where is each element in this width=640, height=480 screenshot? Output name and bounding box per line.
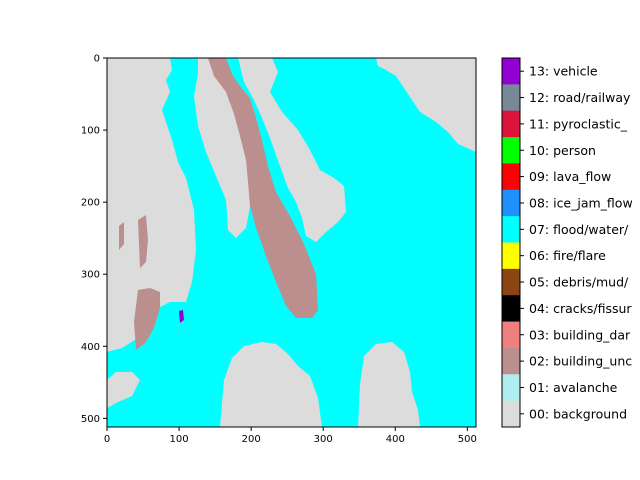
colorbar-swatch [502, 242, 520, 270]
center-left-landmass [194, 58, 258, 238]
y-tick-label: 0 [94, 54, 100, 65]
x-axis: 0 100 200 300 400 500 [104, 427, 477, 445]
colorbar-label: 00: background [529, 406, 627, 421]
y-tick-label: 500 [81, 414, 100, 425]
colorbar-label: 09: lava_flow [529, 169, 611, 184]
y-tick-label: 100 [81, 126, 100, 137]
colorbar-label: 03: building_dar [529, 327, 631, 342]
colorbar-legend: 13: vehicle 12: road/railway 11: pyroclast… [501, 57, 633, 428]
colorbar-swatch [502, 295, 520, 323]
right-landmass [376, 58, 476, 152]
bottom-center-landmass [220, 342, 322, 427]
x-tick-label: 300 [314, 434, 333, 445]
building-patch-left-edge [119, 222, 124, 250]
colorbar-swatch [502, 268, 520, 296]
colorbar-swatch [502, 400, 520, 428]
left-landmass [107, 58, 196, 352]
building-patch-left-upper [138, 215, 148, 268]
colorbar-label: 11: pyroclastic_ [529, 116, 628, 131]
colorbar-swatch [502, 189, 520, 217]
colorbar-label: 05: debris/mud/ [529, 275, 629, 290]
center-right-landmass [238, 58, 346, 242]
colorbar-label: 01: avalanche [529, 380, 618, 395]
colorbar-swatch [502, 137, 520, 164]
y-tick-label: 200 [81, 198, 100, 209]
x-tick-label: 400 [386, 434, 405, 445]
colorbar-swatch [502, 110, 520, 138]
y-axis: 0 100 200 300 400 500 [81, 54, 107, 425]
colorbar-swatch [502, 84, 520, 112]
colorbar-label: 02: building_unc [529, 354, 632, 369]
colorbar-swatch [502, 216, 520, 243]
left-lower-landmass [107, 372, 140, 408]
colorbar-swatch [502, 163, 520, 191]
colorbar-swatch [502, 374, 520, 402]
x-tick-label: 0 [104, 434, 110, 445]
colorbar-label: 10: person [529, 143, 596, 158]
colorbar-swatch [502, 347, 520, 375]
vehicle-patch [179, 310, 184, 323]
colorbar-swatch [502, 58, 520, 85]
y-tick-label: 400 [81, 342, 100, 353]
bottom-right-landmass [358, 342, 420, 427]
plot-frame [106, 57, 477, 428]
colorbar-label: 08: ice_jam_flow [529, 195, 633, 210]
colorbar-frame [501, 57, 521, 428]
left-small-island [128, 150, 142, 166]
colorbar-label: 13: vehicle [529, 64, 598, 79]
x-tick-label: 500 [458, 434, 477, 445]
x-tick-label: 100 [170, 434, 189, 445]
building-strip-center [208, 58, 318, 318]
colorbar-label: 12: road/railway [529, 90, 631, 105]
segmentation-map [107, 58, 476, 427]
colorbar-label: 04: cracks/fissur [529, 301, 632, 316]
colorbar-label: 07: flood/water/ [529, 222, 629, 237]
x-tick-label: 200 [242, 434, 261, 445]
y-tick-label: 300 [81, 270, 100, 281]
colorbar-swatch [502, 321, 520, 349]
building-patch-left [134, 288, 160, 350]
colorbar-label: 06: fire/flare [529, 248, 606, 263]
